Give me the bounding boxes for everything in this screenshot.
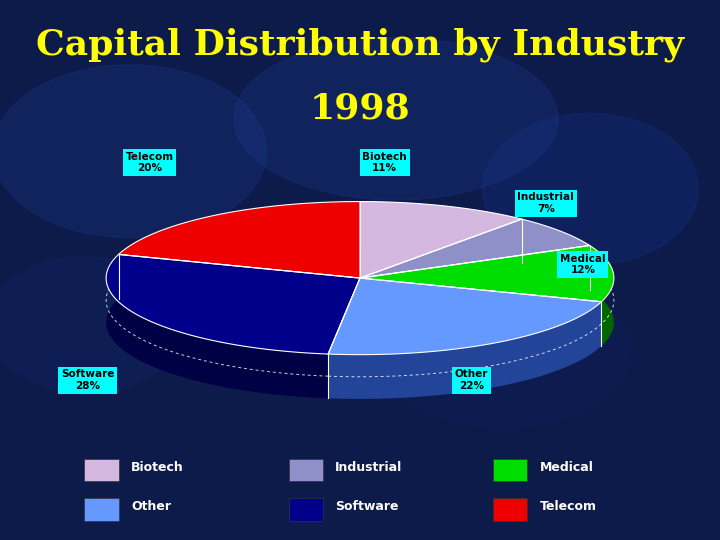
Ellipse shape bbox=[482, 113, 698, 265]
FancyBboxPatch shape bbox=[84, 458, 119, 481]
Ellipse shape bbox=[234, 38, 558, 200]
FancyBboxPatch shape bbox=[493, 498, 527, 521]
FancyBboxPatch shape bbox=[289, 458, 323, 481]
FancyBboxPatch shape bbox=[289, 498, 323, 521]
Ellipse shape bbox=[0, 65, 266, 238]
Polygon shape bbox=[360, 219, 590, 278]
Text: 1998: 1998 bbox=[310, 92, 410, 126]
Ellipse shape bbox=[378, 275, 630, 427]
Polygon shape bbox=[328, 302, 601, 399]
Text: Other: Other bbox=[131, 501, 171, 514]
Text: Industrial
7%: Industrial 7% bbox=[518, 192, 574, 214]
Polygon shape bbox=[119, 201, 360, 299]
Polygon shape bbox=[328, 278, 601, 355]
Text: Telecom
20%: Telecom 20% bbox=[125, 152, 174, 173]
Text: Software: Software bbox=[336, 501, 399, 514]
Text: Telecom: Telecom bbox=[539, 501, 597, 514]
Polygon shape bbox=[522, 219, 590, 290]
Polygon shape bbox=[360, 201, 522, 264]
Polygon shape bbox=[106, 254, 360, 354]
FancyBboxPatch shape bbox=[493, 458, 527, 481]
Text: Capital Distribution by Industry: Capital Distribution by Industry bbox=[36, 27, 684, 62]
Polygon shape bbox=[360, 201, 522, 278]
Polygon shape bbox=[360, 246, 614, 302]
Text: Biotech
11%: Biotech 11% bbox=[362, 152, 407, 173]
Text: Industrial: Industrial bbox=[336, 461, 402, 474]
Polygon shape bbox=[590, 246, 614, 346]
Text: Other
22%: Other 22% bbox=[455, 369, 488, 391]
Text: Medical
12%: Medical 12% bbox=[560, 254, 606, 275]
FancyBboxPatch shape bbox=[84, 498, 119, 521]
Ellipse shape bbox=[0, 256, 187, 392]
Text: Biotech: Biotech bbox=[131, 461, 184, 474]
Text: Medical: Medical bbox=[539, 461, 593, 474]
Polygon shape bbox=[119, 201, 360, 278]
Polygon shape bbox=[106, 254, 328, 399]
Text: Software
28%: Software 28% bbox=[61, 369, 114, 391]
